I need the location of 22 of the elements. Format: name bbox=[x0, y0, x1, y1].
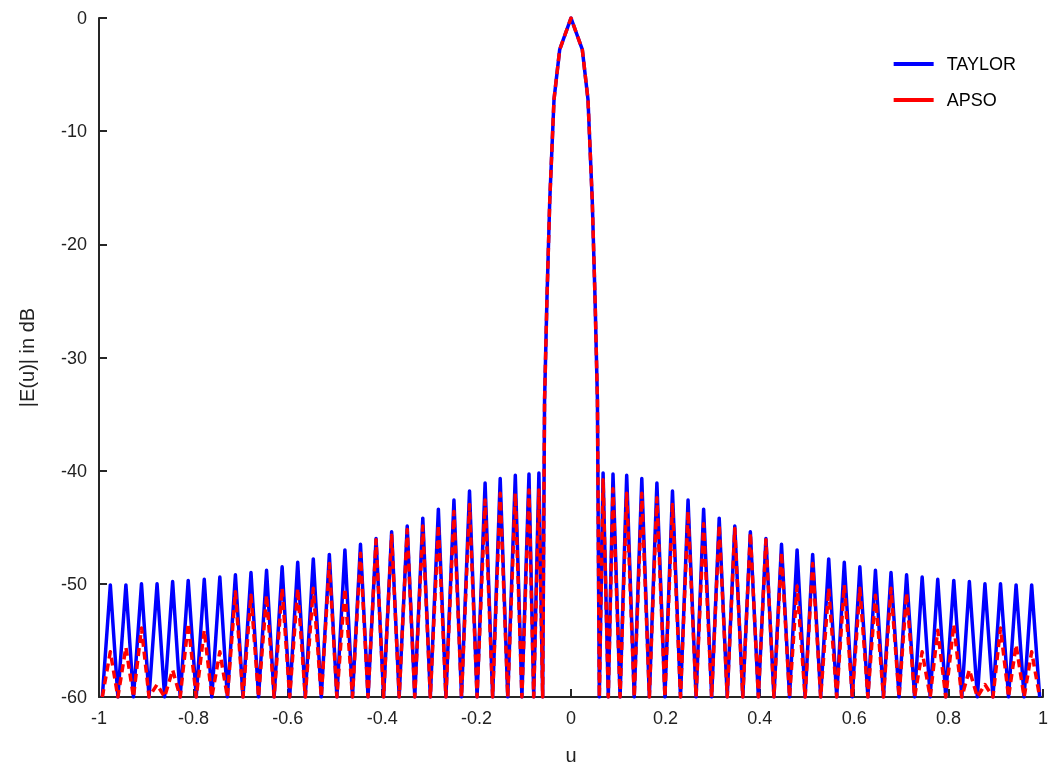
x-tick-label: -0.2 bbox=[461, 708, 493, 728]
x-tick-label: -1 bbox=[90, 708, 108, 728]
x-tick-label: 0.8 bbox=[936, 708, 962, 728]
x-axis-title: u bbox=[565, 744, 577, 766]
y-tick-label: -50 bbox=[60, 573, 87, 594]
y-tick-label: -30 bbox=[60, 347, 87, 368]
y-tick-label: 0 bbox=[76, 8, 87, 28]
y-tick-label: -40 bbox=[60, 460, 87, 481]
x-tick-label: 0.4 bbox=[747, 708, 773, 728]
y-axis-title: |E(u)| in dB bbox=[16, 307, 38, 408]
x-tick-label: 0.6 bbox=[841, 708, 867, 728]
legend-label: APSO bbox=[946, 90, 997, 110]
x-tick-label: 1 bbox=[1037, 708, 1048, 728]
y-tick-label: -10 bbox=[60, 121, 87, 142]
x-tick-label: 0.2 bbox=[652, 708, 678, 728]
y-tick-label: -60 bbox=[60, 687, 87, 707]
x-tick-label: -0.4 bbox=[366, 708, 398, 728]
x-tick-label: -0.6 bbox=[272, 708, 304, 728]
x-tick-label: 0 bbox=[565, 708, 577, 728]
legend-label: TAYLOR bbox=[946, 54, 1017, 74]
y-tick-label: -20 bbox=[60, 234, 87, 255]
x-tick-label: -0.8 bbox=[177, 708, 209, 728]
